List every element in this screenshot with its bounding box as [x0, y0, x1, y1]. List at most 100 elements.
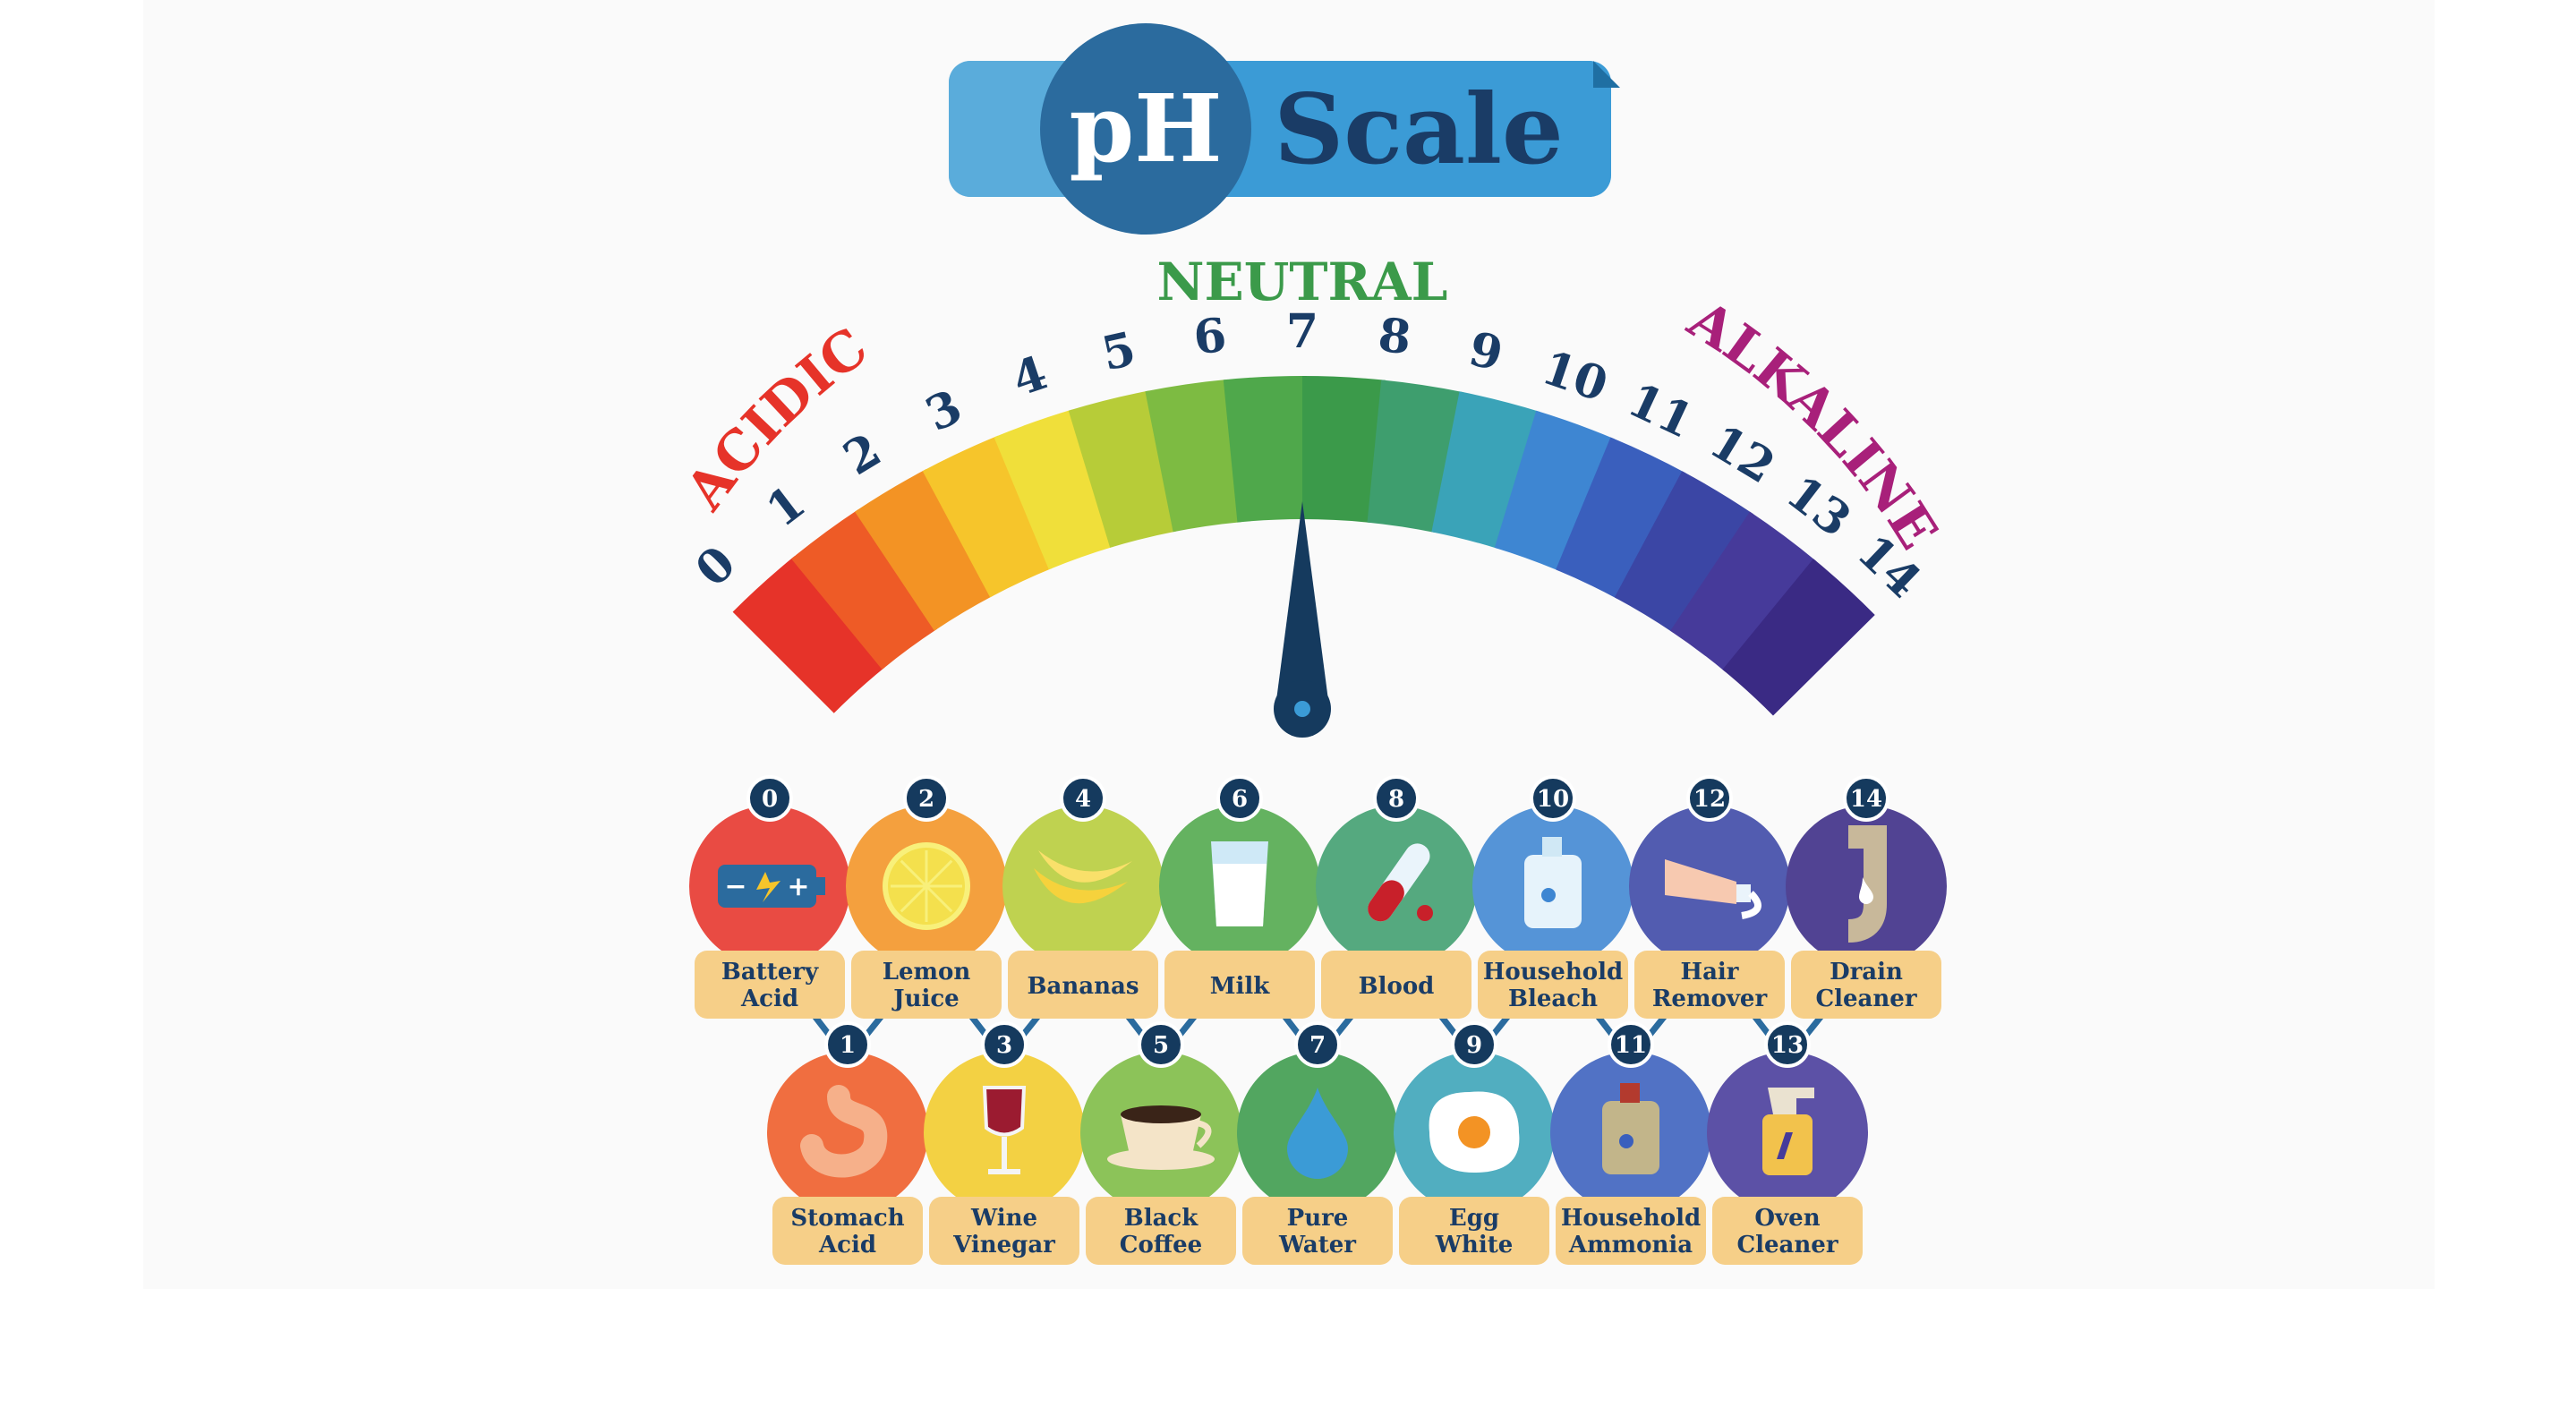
item-label-line: Household	[1561, 1205, 1701, 1232]
cream-tube	[1665, 859, 1736, 904]
ph-text: pH	[1070, 73, 1223, 183]
item-number-badge	[1764, 1021, 1811, 1068]
item-number-badge	[981, 1021, 1028, 1068]
item-label-line: Drain	[1830, 959, 1903, 986]
arc-number-4: 4	[1006, 346, 1054, 407]
coffee-liquid	[1121, 1105, 1201, 1123]
item-label-plate	[1321, 951, 1471, 1019]
item-number: 6	[1232, 786, 1248, 813]
blood-fill	[1368, 880, 1404, 922]
item-number-badge	[1060, 775, 1106, 822]
item-label-plate	[1086, 1197, 1236, 1265]
drain-pipe-icon	[1847, 825, 1887, 943]
item-number: 13	[1771, 1032, 1804, 1059]
arc-number-10: 10	[1535, 340, 1614, 413]
scale-text: Scale	[1274, 73, 1563, 186]
item-label-plate	[851, 951, 1002, 1019]
arc-segment	[1494, 410, 1615, 571]
item-label-line: Oven	[1754, 1205, 1820, 1232]
item-label-line: Blood	[1359, 973, 1435, 1000]
ph-item-6: 6 Milk	[1159, 775, 1320, 1019]
arc-segment	[732, 556, 885, 713]
battery-plus: +	[787, 871, 809, 902]
item-label-line: Cleaner	[1815, 986, 1916, 1012]
arc-number-7: 7	[1286, 304, 1318, 359]
drain-pipe	[1847, 825, 1887, 943]
item-number: 1	[840, 1032, 856, 1059]
banana-2	[1038, 850, 1132, 883]
battery-minus: −	[724, 871, 746, 902]
item-label-line: Milk	[1210, 973, 1271, 1000]
battery-icon: − +	[718, 865, 825, 908]
item-label-line: Wine	[970, 1205, 1037, 1232]
item-number: 12	[1693, 786, 1726, 813]
banana-1	[1034, 868, 1128, 904]
ammonia-bottle-icon	[1602, 1083, 1659, 1174]
milk-glass-icon	[1211, 841, 1268, 926]
arc-segment	[791, 509, 938, 670]
lemon-icon	[883, 842, 970, 930]
item-label-plate	[695, 951, 845, 1019]
item-number-badge	[1373, 775, 1420, 822]
arc-number-6: 6	[1191, 308, 1230, 366]
fried-egg-icon	[1429, 1091, 1520, 1173]
item-number-badge	[746, 775, 793, 822]
item-number: 10	[1537, 786, 1569, 813]
item-circle-sheen	[767, 1052, 928, 1213]
arc-segment	[1302, 376, 1386, 523]
item-label-plate	[929, 1197, 1079, 1265]
item-label-line: Black	[1124, 1205, 1199, 1232]
arc-number-8: 8	[1376, 308, 1414, 366]
item-label-plate	[772, 1197, 923, 1265]
stomach-shape	[800, 1085, 888, 1178]
item-number: 8	[1388, 786, 1404, 813]
item-number-badge	[903, 775, 950, 822]
title-banner: pH Scale	[949, 23, 1620, 235]
item-label-plate	[1712, 1197, 1863, 1265]
item-label-line: Acid	[740, 986, 798, 1012]
coffee-cup	[1121, 1114, 1201, 1155]
arc-segment	[1670, 511, 1817, 672]
arc-segment	[1431, 391, 1540, 549]
spray-mark	[1777, 1132, 1793, 1159]
arc-segment	[1068, 390, 1177, 548]
item-label-line: Vinegar	[952, 1232, 1055, 1259]
item-number: 5	[1153, 1032, 1169, 1059]
arc-number-9: 9	[1464, 321, 1508, 381]
item-number: 14	[1850, 786, 1882, 813]
cream-tube-icon	[1665, 859, 1761, 919]
item-number: 4	[1075, 786, 1091, 813]
item-label-line: White	[1435, 1232, 1514, 1259]
item-label-plate	[1791, 951, 1941, 1019]
title-ribbon-fold	[1593, 61, 1620, 88]
arc-segment	[1614, 471, 1753, 633]
arc-segment	[1223, 376, 1307, 523]
item-label-line: Ammonia	[1568, 1232, 1693, 1259]
item-number-badge	[824, 1021, 871, 1068]
item-circle	[767, 1052, 928, 1213]
item-number: 3	[996, 1032, 1012, 1059]
ph-arc	[732, 376, 1875, 716]
item-label-plate	[1399, 1197, 1549, 1265]
item-number-badge	[1843, 775, 1889, 822]
item-label-line: Coffee	[1120, 1232, 1202, 1259]
item-circle-sheen	[1002, 806, 1164, 967]
arc-segment	[854, 469, 994, 631]
item-number-badge	[1686, 775, 1733, 822]
needle	[1274, 501, 1331, 738]
cream-cap	[1736, 884, 1751, 902]
item-label-line: Stomach	[790, 1205, 904, 1232]
arc-number-11: 11	[1620, 372, 1702, 449]
lemon-segment	[925, 859, 953, 888]
blood-drop	[1417, 905, 1433, 921]
